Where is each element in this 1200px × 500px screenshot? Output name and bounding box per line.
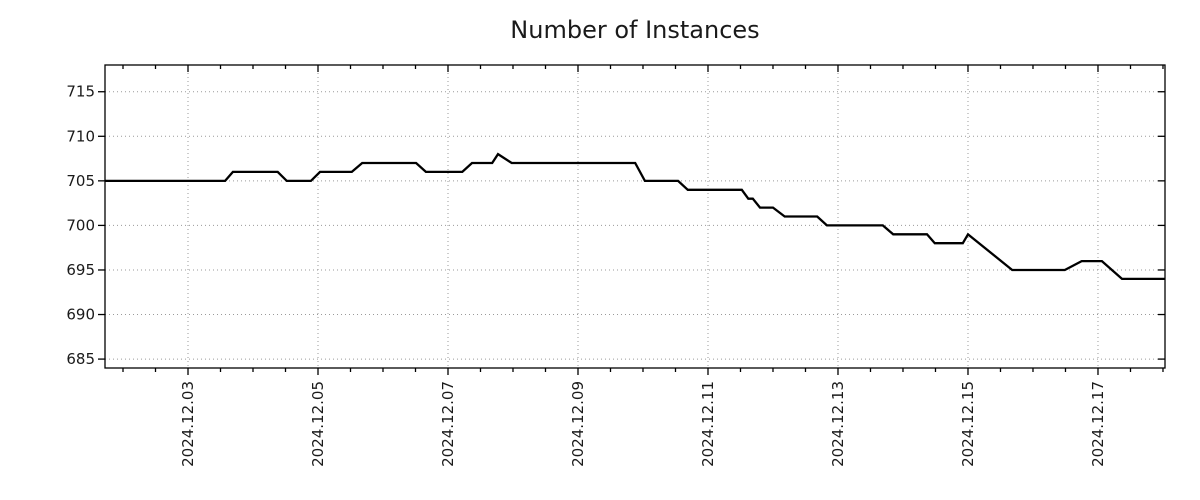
y-tick-label: 685: [66, 350, 95, 368]
y-tick-label: 705: [66, 172, 95, 190]
y-tick-label: 715: [66, 83, 95, 101]
x-tick-label: 2024.12.13: [829, 381, 847, 467]
y-tick-label: 710: [66, 127, 95, 145]
x-tick-label: 2024.12.05: [309, 381, 327, 467]
y-tick-label: 700: [66, 216, 95, 234]
x-tick-label: 2024.12.15: [959, 381, 977, 467]
chart-title: Number of Instances: [510, 16, 760, 44]
y-tick-label: 695: [66, 261, 95, 279]
x-tick-label: 2024.12.03: [179, 381, 197, 467]
x-tick-label: 2024.12.17: [1089, 381, 1107, 467]
x-tick-label: 2024.12.07: [439, 381, 457, 467]
y-tick-label: 690: [66, 306, 95, 324]
plot-border: [104, 64, 1166, 369]
series-instances: [105, 152, 1165, 281]
x-tick-label: 2024.12.09: [569, 381, 587, 467]
x-tick-label: 2024.12.11: [699, 381, 717, 467]
